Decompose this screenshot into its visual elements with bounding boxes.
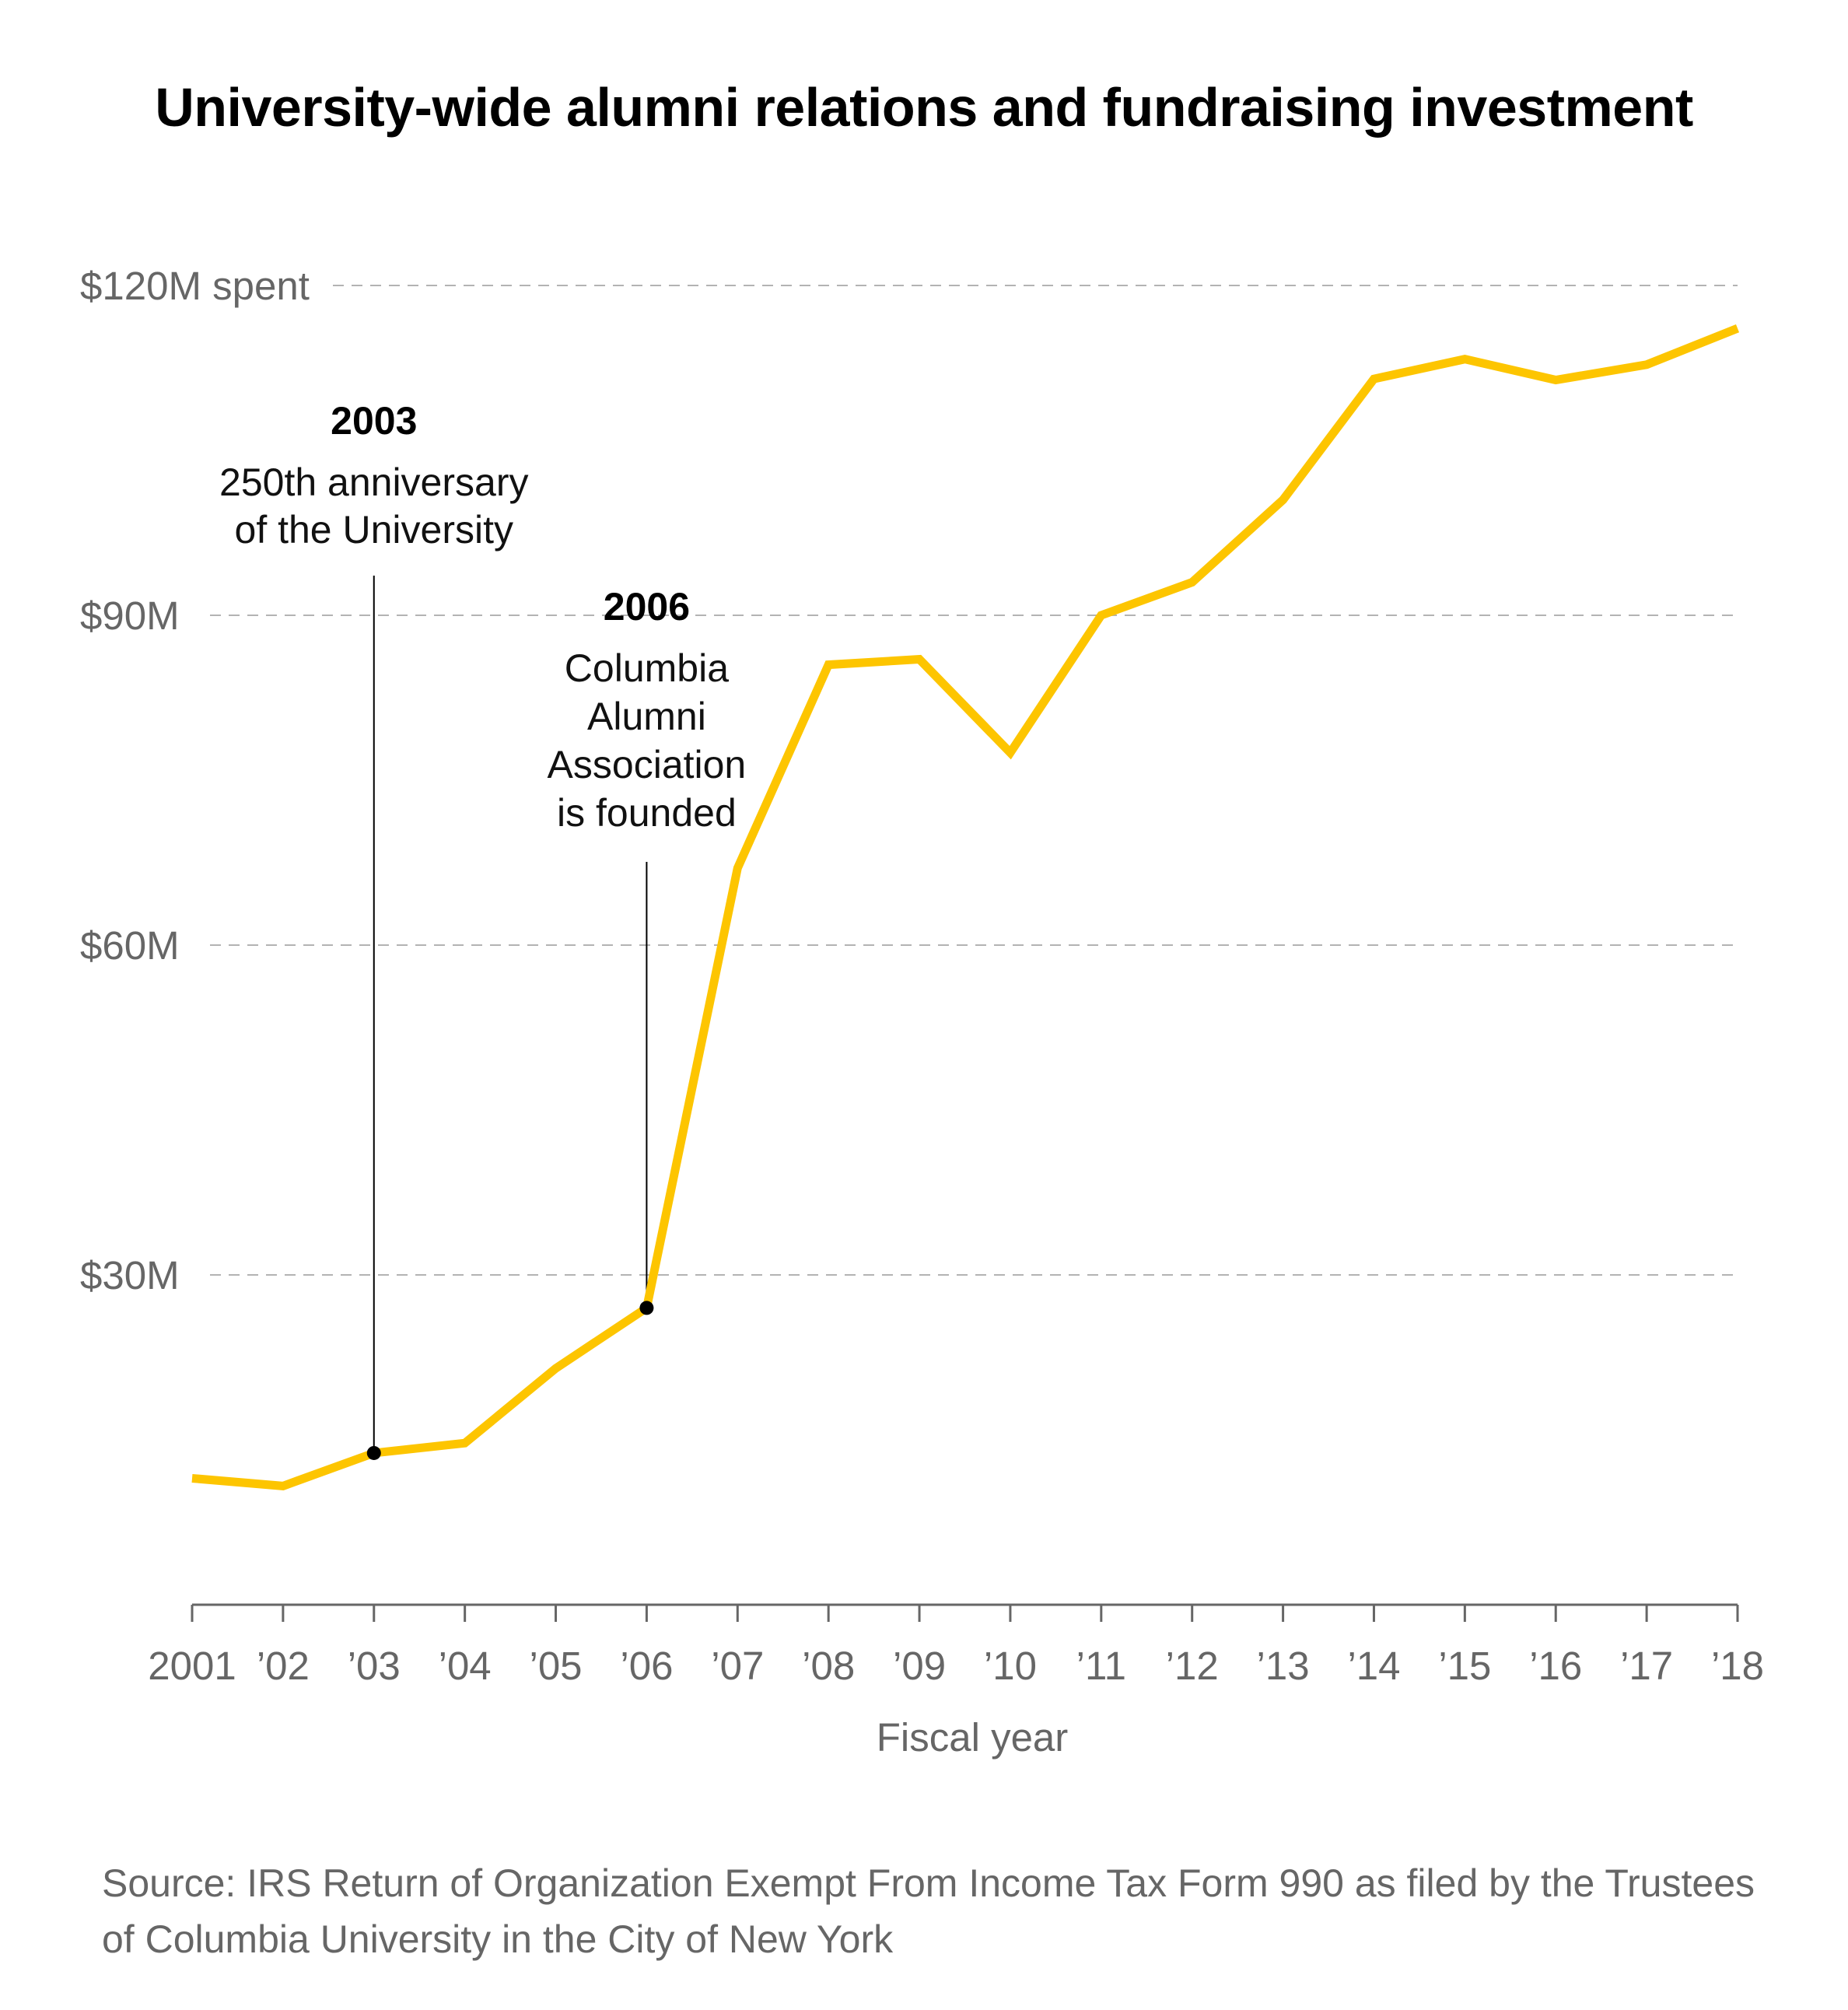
x-tick-label: ’06 xyxy=(620,1644,673,1688)
x-tick-label: 2001 xyxy=(148,1644,236,1688)
annotation-text-line: 250th anniversary xyxy=(219,460,528,504)
chart-title: University-wide alumni relations and fun… xyxy=(155,77,1693,138)
y-tick-label: $90M xyxy=(80,594,180,638)
gridlines xyxy=(210,285,1738,1276)
series-line xyxy=(191,324,1740,1490)
x-axis-title: Fiscal year xyxy=(877,1715,1069,1760)
x-tick-label: ’04 xyxy=(439,1644,492,1688)
x-tick-label: ’17 xyxy=(1620,1644,1673,1688)
annotation-text-line: Association xyxy=(548,743,747,786)
annotation-text-line: of the University xyxy=(235,508,513,552)
x-tick-label: ’13 xyxy=(1257,1644,1310,1688)
x-tick-label: ’14 xyxy=(1347,1644,1400,1688)
series-layer xyxy=(191,324,1740,1490)
x-tick-label: ’09 xyxy=(893,1644,946,1688)
x-tick-label: ’03 xyxy=(348,1644,401,1688)
source-note: Source: IRS Return of Organization Exemp… xyxy=(102,1861,1755,1961)
x-tick-label: ’11 xyxy=(1076,1644,1126,1688)
annotation-leaders xyxy=(373,576,648,1453)
annotation-marker xyxy=(639,1301,654,1315)
annotation-marker xyxy=(366,1445,381,1460)
y-tick-label: $120M spent xyxy=(80,264,310,308)
annotation-year: 2006 xyxy=(604,585,690,629)
x-axis xyxy=(191,1603,1739,1622)
x-tick-label: ’08 xyxy=(802,1644,855,1688)
annotation-text-line: is founded xyxy=(557,791,737,835)
annotation-text-line: Columbia xyxy=(565,646,729,690)
y-axis-tick-labels: $30M $60M $90M $120M spent xyxy=(80,264,310,1297)
x-tick-label: ’16 xyxy=(1529,1644,1582,1688)
y-tick-label: $30M xyxy=(80,1253,180,1297)
x-tick-label: ’12 xyxy=(1166,1644,1219,1688)
x-tick-label: ’05 xyxy=(529,1644,582,1688)
x-tick-label: ’07 xyxy=(711,1644,764,1688)
x-axis-tick-labels: 2001 ’02 ’03 ’04 ’05 ’06 ’07 ’08 ’09 ’10 ’11 ’12 ’13… xyxy=(148,1644,1764,1688)
x-tick-label: ’15 xyxy=(1438,1644,1491,1688)
annotation-year: 2003 xyxy=(331,399,417,443)
y-tick-label: $60M xyxy=(80,923,180,968)
annotation-text-line: Alumni xyxy=(587,695,706,738)
x-tick-label: ’02 xyxy=(257,1644,310,1688)
x-tick-label: ’10 xyxy=(984,1644,1037,1688)
x-tick-label: ’18 xyxy=(1711,1644,1764,1688)
